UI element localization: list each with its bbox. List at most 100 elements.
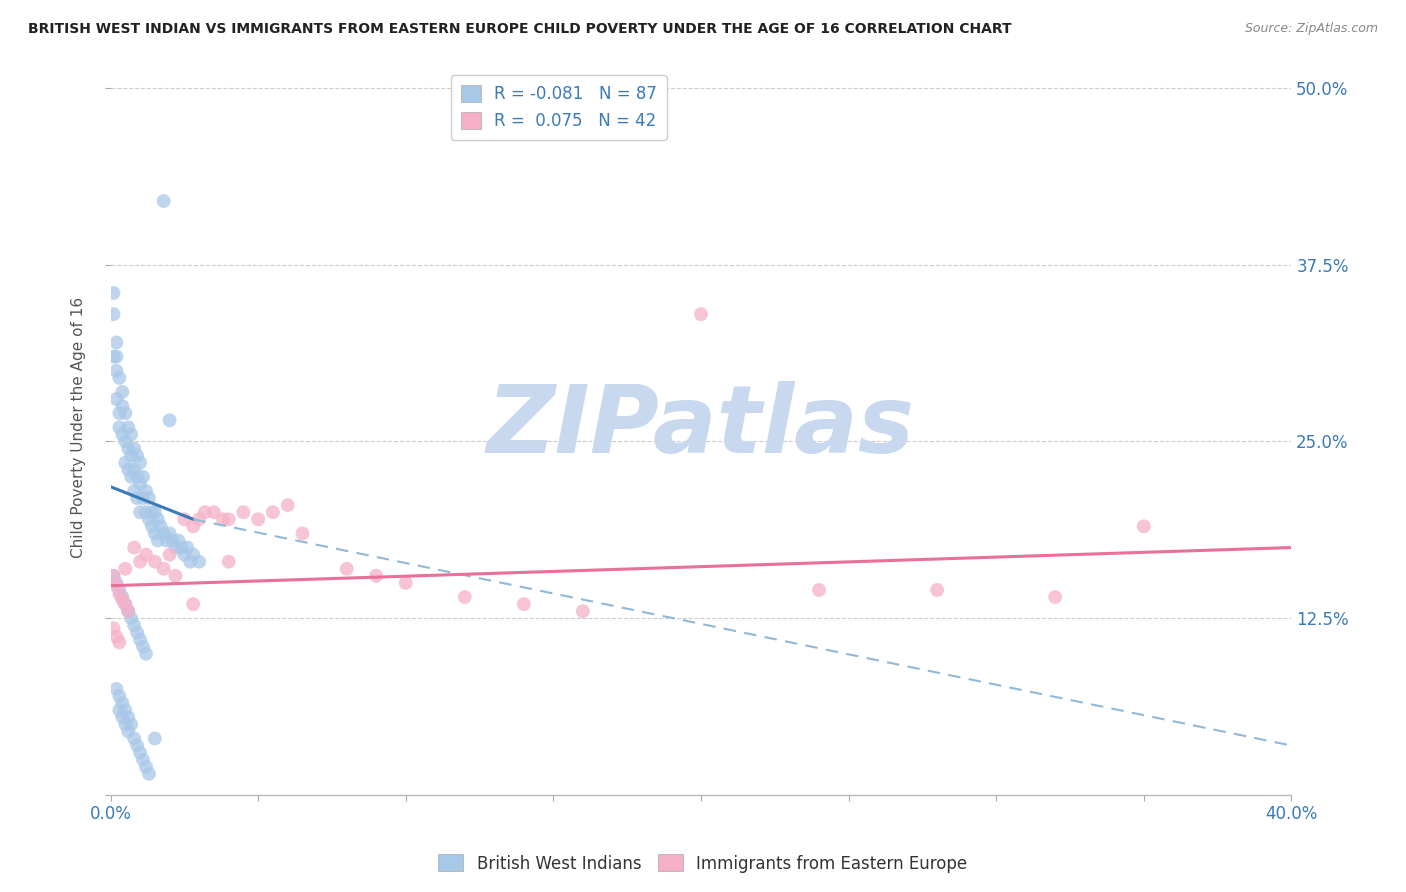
- Point: [202, 505, 225, 519]
- Point: [135, 483, 157, 498]
- Point: [103, 569, 125, 583]
- Point: [127, 739, 149, 753]
- Point: [152, 194, 174, 208]
- Point: [173, 548, 195, 562]
- Point: [159, 413, 181, 427]
- Point: [366, 569, 388, 583]
- Point: [111, 384, 134, 399]
- Point: [188, 555, 211, 569]
- Point: [138, 512, 160, 526]
- Point: [143, 526, 166, 541]
- Point: [103, 621, 125, 635]
- Point: [122, 541, 145, 555]
- Point: [122, 731, 145, 746]
- Point: [122, 463, 145, 477]
- Point: [170, 541, 193, 555]
- Point: [132, 470, 155, 484]
- Point: [149, 519, 172, 533]
- Point: [138, 767, 160, 781]
- Point: [117, 463, 139, 477]
- Point: [146, 512, 169, 526]
- Point: [218, 555, 240, 569]
- Y-axis label: Child Poverty Under the Age of 16: Child Poverty Under the Age of 16: [72, 297, 86, 558]
- Point: [129, 476, 152, 491]
- Point: [141, 519, 163, 533]
- Point: [117, 724, 139, 739]
- Point: [143, 505, 166, 519]
- Point: [114, 456, 136, 470]
- Point: [129, 456, 152, 470]
- Point: [129, 555, 152, 569]
- Legend: R = -0.081   N = 87, R =  0.075   N = 42: R = -0.081 N = 87, R = 0.075 N = 42: [451, 75, 668, 140]
- Point: [122, 483, 145, 498]
- Point: [108, 371, 131, 385]
- Point: [143, 555, 166, 569]
- Point: [122, 442, 145, 456]
- Point: [122, 618, 145, 632]
- Text: Source: ZipAtlas.com: Source: ZipAtlas.com: [1244, 22, 1378, 36]
- Point: [138, 491, 160, 505]
- Point: [162, 533, 184, 548]
- Point: [108, 406, 131, 420]
- Point: [108, 582, 131, 597]
- Point: [277, 498, 299, 512]
- Point: [141, 505, 163, 519]
- Point: [114, 562, 136, 576]
- Point: [925, 582, 948, 597]
- Point: [117, 604, 139, 618]
- Point: [117, 710, 139, 724]
- Point: [117, 604, 139, 618]
- Point: [165, 541, 187, 555]
- Point: [179, 555, 201, 569]
- Point: [127, 491, 149, 505]
- Point: [135, 647, 157, 661]
- Point: [690, 307, 713, 321]
- Point: [120, 427, 142, 442]
- Point: [114, 406, 136, 420]
- Point: [218, 512, 240, 526]
- Point: [114, 703, 136, 717]
- Point: [120, 611, 142, 625]
- Point: [808, 582, 831, 597]
- Point: [114, 434, 136, 449]
- Point: [132, 640, 155, 654]
- Point: [108, 587, 131, 601]
- Point: [188, 512, 211, 526]
- Point: [291, 526, 314, 541]
- Point: [111, 427, 134, 442]
- Point: [152, 526, 174, 541]
- Point: [181, 597, 204, 611]
- Point: [105, 335, 128, 350]
- Point: [111, 710, 134, 724]
- Point: [247, 512, 270, 526]
- Point: [105, 579, 128, 593]
- Point: [114, 597, 136, 611]
- Point: [159, 526, 181, 541]
- Point: [167, 533, 190, 548]
- Point: [120, 470, 142, 484]
- Point: [108, 635, 131, 649]
- Point: [127, 470, 149, 484]
- Point: [1043, 590, 1066, 604]
- Point: [156, 533, 179, 548]
- Point: [105, 575, 128, 590]
- Point: [117, 420, 139, 434]
- Point: [114, 597, 136, 611]
- Point: [135, 505, 157, 519]
- Point: [105, 630, 128, 644]
- Point: [103, 569, 125, 583]
- Point: [132, 753, 155, 767]
- Point: [132, 491, 155, 505]
- Legend: British West Indians, Immigrants from Eastern Europe: British West Indians, Immigrants from Ea…: [432, 847, 974, 880]
- Point: [127, 449, 149, 463]
- Point: [105, 350, 128, 364]
- Point: [135, 760, 157, 774]
- Point: [105, 392, 128, 406]
- Point: [108, 689, 131, 703]
- Point: [120, 449, 142, 463]
- Point: [176, 541, 198, 555]
- Point: [336, 562, 359, 576]
- Point: [572, 604, 595, 618]
- Point: [111, 399, 134, 413]
- Point: [105, 681, 128, 696]
